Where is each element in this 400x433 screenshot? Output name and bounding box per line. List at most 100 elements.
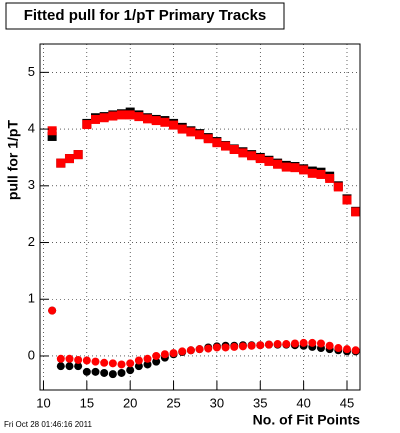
- point: [342, 345, 351, 354]
- y-tick-label: 0: [28, 347, 35, 362]
- plot-frame: [39, 43, 361, 391]
- point: [256, 341, 265, 350]
- point: [117, 368, 126, 377]
- point: [204, 344, 213, 353]
- point: [195, 130, 205, 140]
- point: [247, 151, 257, 161]
- point: [47, 131, 57, 141]
- point: [143, 360, 152, 369]
- point: [325, 173, 335, 183]
- point: [229, 145, 239, 155]
- point: [117, 110, 127, 120]
- point: [230, 342, 239, 351]
- point: [307, 168, 317, 178]
- y-tick-label: 5: [28, 64, 35, 79]
- y-tick-label: 1: [28, 291, 35, 306]
- point: [299, 165, 309, 175]
- title-box: [5, 2, 285, 30]
- point: [282, 340, 291, 349]
- point: [151, 116, 161, 126]
- point: [238, 148, 248, 158]
- point: [99, 113, 109, 123]
- point: [264, 156, 274, 166]
- point: [195, 345, 204, 354]
- point: [100, 368, 109, 377]
- point: [143, 354, 152, 363]
- point: [273, 159, 283, 169]
- point: [65, 354, 74, 363]
- point: [82, 367, 91, 376]
- point: [273, 340, 282, 349]
- point: [56, 354, 65, 363]
- point: [342, 195, 352, 205]
- point: [238, 342, 247, 351]
- point: [160, 117, 170, 127]
- point: [290, 339, 299, 348]
- point: [125, 110, 135, 120]
- x-tick-label: 20: [123, 395, 137, 410]
- x-axis-label: No. of Fit Points: [253, 412, 361, 428]
- point: [325, 341, 334, 350]
- point: [186, 127, 196, 137]
- point: [134, 362, 143, 371]
- point: [212, 343, 221, 352]
- point: [308, 338, 317, 347]
- point: [169, 120, 179, 130]
- point: [160, 350, 169, 359]
- point: [203, 134, 213, 144]
- point: [108, 111, 118, 121]
- x-tick-label: 15: [80, 395, 94, 410]
- point: [82, 120, 92, 130]
- point: [186, 346, 195, 355]
- point: [48, 306, 57, 315]
- y-tick-label: 4: [28, 121, 35, 136]
- point: [334, 344, 343, 353]
- x-tick-label: 10: [36, 395, 50, 410]
- timestamp: Fri Oct 28 01:46:16 2011: [4, 420, 92, 429]
- point: [351, 207, 361, 217]
- point: [247, 341, 256, 350]
- point: [108, 359, 117, 368]
- point: [143, 114, 153, 124]
- point: [152, 351, 161, 360]
- point: [299, 338, 308, 347]
- point: [221, 141, 231, 151]
- point: [74, 362, 83, 371]
- x-tick-label: 45: [340, 395, 354, 410]
- point: [65, 362, 74, 371]
- point: [74, 355, 83, 364]
- point: [82, 356, 91, 365]
- chart-title: Fitted pull for 1/pT Primary Tracks: [24, 7, 267, 24]
- point: [333, 182, 343, 192]
- x-tick-label: 30: [210, 395, 224, 410]
- point: [56, 362, 65, 371]
- point: [126, 359, 135, 368]
- point: [108, 370, 117, 379]
- point: [316, 339, 325, 348]
- point: [212, 138, 222, 148]
- point: [351, 346, 360, 355]
- point: [281, 162, 291, 172]
- point: [47, 126, 57, 136]
- point: [100, 358, 109, 367]
- y-tick-label: 3: [28, 177, 35, 192]
- point: [264, 340, 273, 349]
- x-tick-label: 35: [253, 395, 267, 410]
- point: [316, 169, 326, 179]
- point: [178, 347, 187, 356]
- point: [169, 349, 178, 358]
- point: [134, 112, 144, 122]
- point: [134, 356, 143, 365]
- point: [255, 154, 265, 164]
- point: [221, 343, 230, 352]
- y-tick-label: 2: [28, 234, 35, 249]
- point: [117, 360, 126, 369]
- point: [91, 114, 101, 124]
- x-tick-label: 25: [166, 395, 180, 410]
- point: [177, 124, 187, 134]
- y-axis-label: pull for 1/pT: [5, 120, 21, 201]
- point: [290, 163, 300, 173]
- point: [152, 357, 161, 366]
